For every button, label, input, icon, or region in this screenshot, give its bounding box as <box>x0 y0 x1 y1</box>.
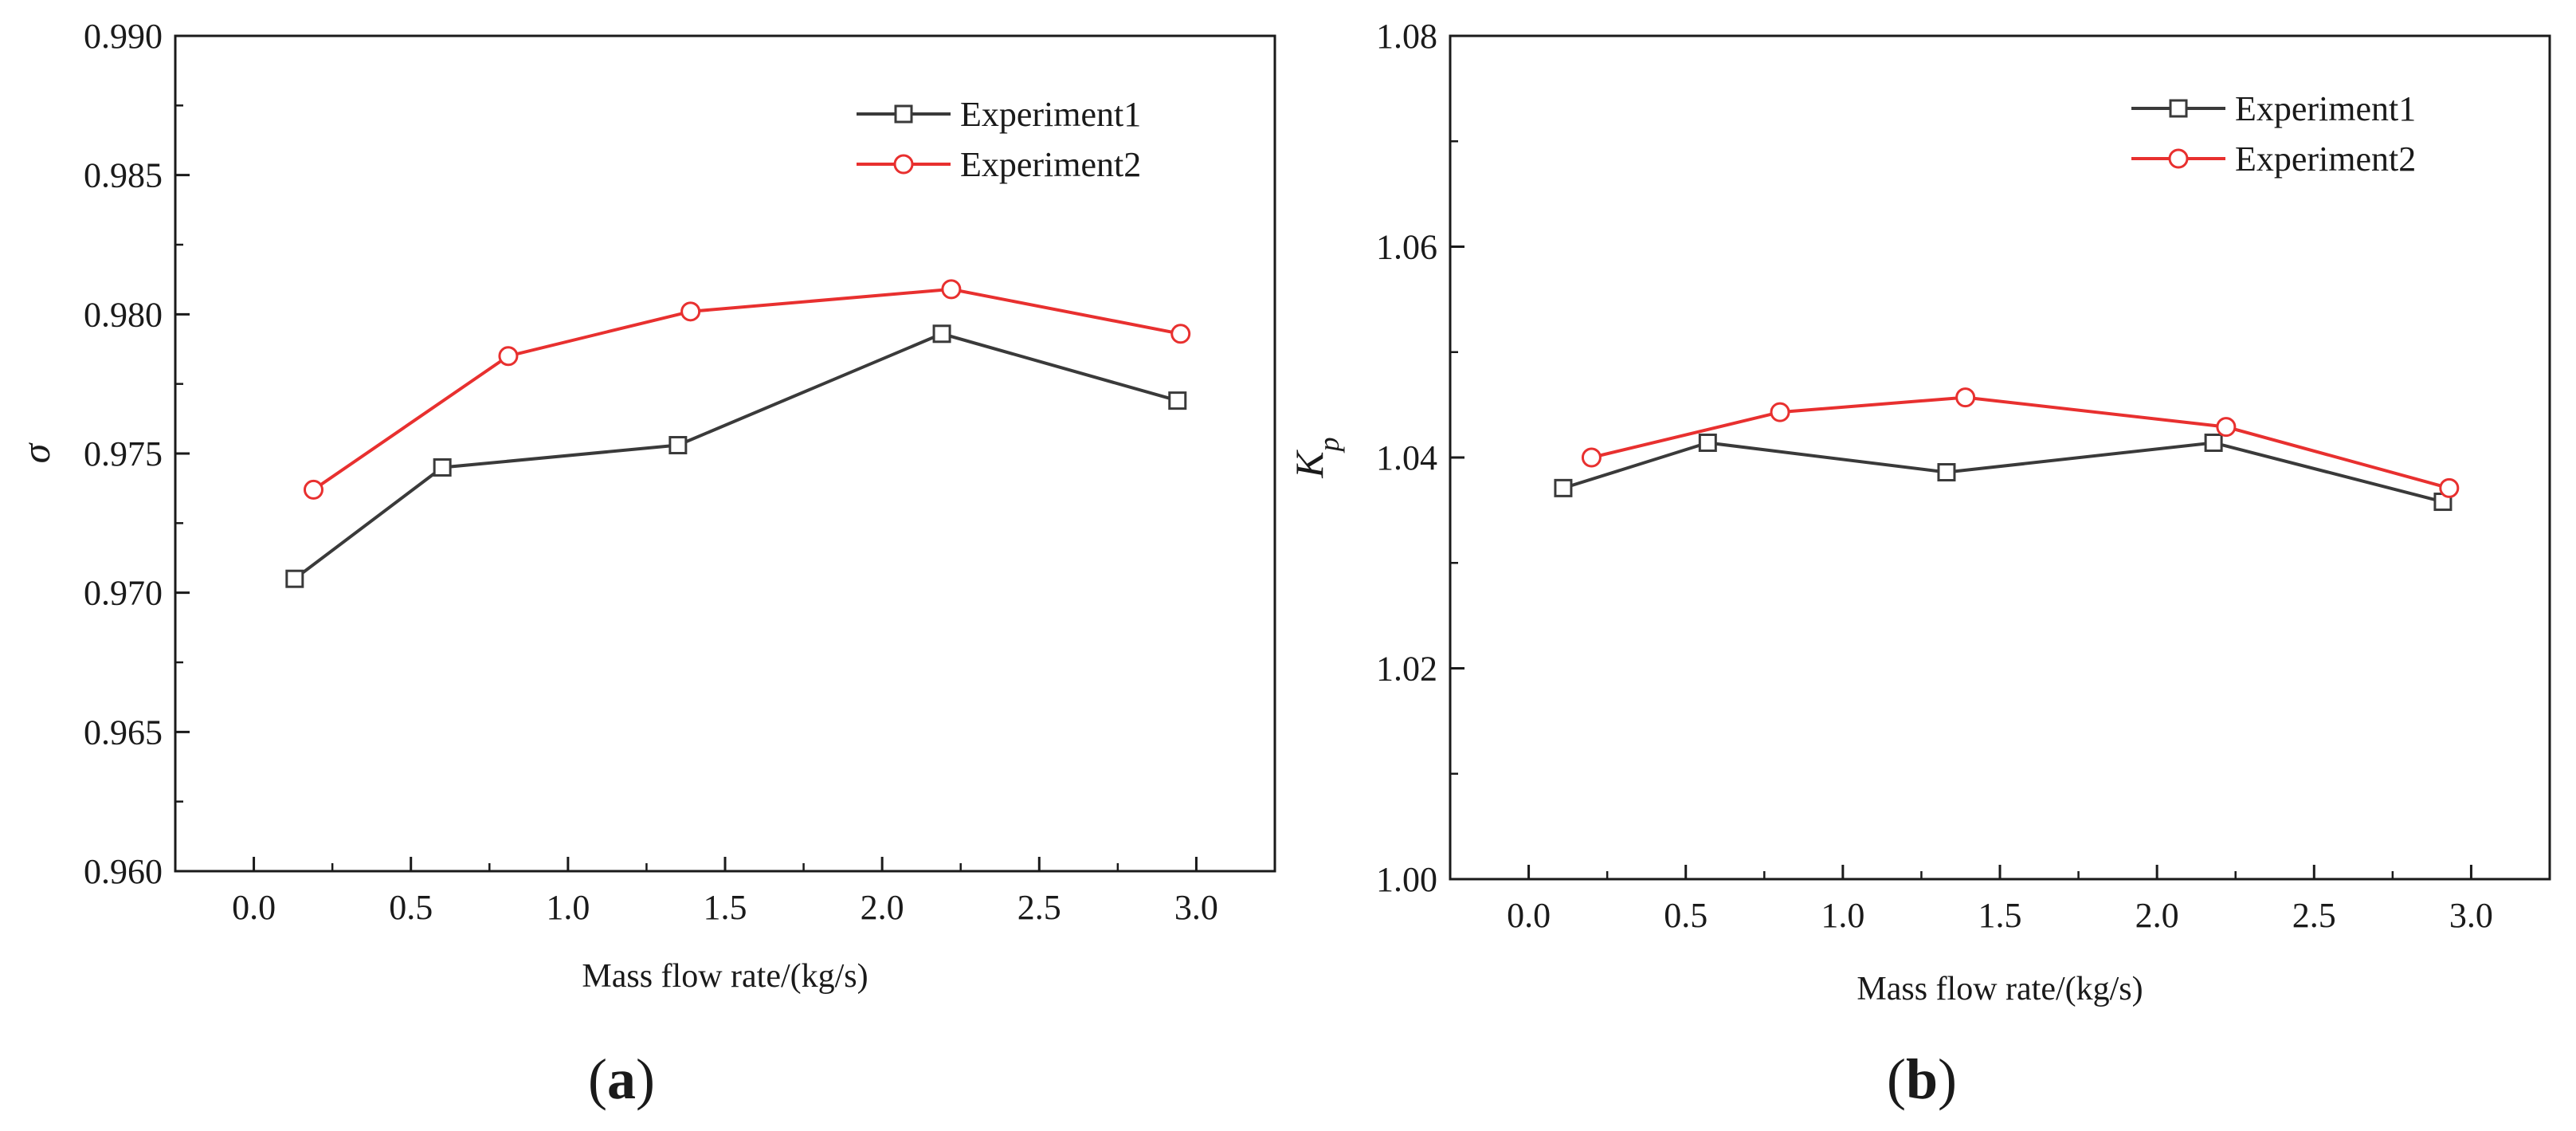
x-tick-label: 1.0 <box>1821 896 1864 935</box>
x-axis-label-a: Mass flow rate/(kg/s) <box>582 958 868 995</box>
data-point-experiment1 <box>1554 478 1573 497</box>
x-tick-label: 1.5 <box>1978 896 2022 935</box>
x-tick-label: 1.5 <box>704 888 747 927</box>
data-point-experiment2 <box>1770 402 1790 422</box>
data-point-experiment1 <box>1937 463 1956 482</box>
legend-marker-experiment2 <box>2168 148 2189 169</box>
y-axis-b: 1.00 1.02 1.04 1.06 1.08 <box>1376 17 1464 899</box>
y-tick-label: 0.975 <box>84 434 163 473</box>
y-axis-label-b: Kp <box>1287 437 1345 478</box>
x-tick-label: 3.0 <box>2449 896 2493 935</box>
x-tick-label: 3.0 <box>1174 888 1218 927</box>
x-tick-label: 2.5 <box>2292 896 2336 935</box>
x-tick-label: 0.5 <box>389 888 433 927</box>
y-tick-label: 1.00 <box>1376 860 1437 899</box>
data-point-experiment2 <box>498 346 519 367</box>
panel-label-b: (b) <box>1887 1047 1957 1111</box>
legend-label-experiment2: Experiment2 <box>2235 139 2416 179</box>
x-tick-label: 0.0 <box>1507 896 1551 935</box>
series-layer-b <box>1554 387 2460 512</box>
legend-marker-experiment1 <box>2169 99 2188 118</box>
legend-b: Experiment1 Experiment2 <box>2131 89 2416 179</box>
y-tick-label: 0.960 <box>84 852 163 891</box>
data-point-experiment2 <box>2216 417 2237 438</box>
data-point-experiment1 <box>669 436 688 455</box>
y-tick-label: 1.04 <box>1376 438 1437 477</box>
y-tick-label: 1.08 <box>1376 17 1437 56</box>
data-point-experiment2 <box>1170 324 1191 344</box>
legend-label-experiment1: Experiment1 <box>960 95 1141 134</box>
series-layer-a <box>285 279 1191 588</box>
y-tick-label: 1.02 <box>1376 650 1437 689</box>
legend-a: Experiment1 Experiment2 <box>857 95 1141 184</box>
data-point-experiment1 <box>932 324 951 344</box>
y-axis-label-main-b: K <box>1287 450 1331 479</box>
x-tick-label: 2.0 <box>861 888 904 927</box>
data-point-experiment2 <box>2439 477 2460 498</box>
y-tick-label: 0.965 <box>84 713 163 752</box>
y-tick-label: 0.980 <box>84 295 163 334</box>
data-point-experiment2 <box>1955 387 1976 408</box>
x-axis-b: 0.0 0.5 1.0 1.5 2.0 2.5 3.0 <box>1449 865 2551 935</box>
x-tick-label: 2.5 <box>1017 888 1061 927</box>
legend-label-experiment1: Experiment1 <box>2235 89 2416 128</box>
data-point-experiment2 <box>941 279 962 300</box>
legend-label-experiment2: Experiment2 <box>960 145 1141 184</box>
panel-label-b-open: ( <box>1887 1047 1906 1111</box>
y-tick-label: 0.970 <box>84 574 163 613</box>
x-tick-label: 1.0 <box>546 888 590 927</box>
panel-label-a: (a) <box>588 1047 655 1111</box>
y-axis-a: 0.960 0.965 0.970 0.975 0.980 0.985 0.990 <box>84 17 190 891</box>
panel-label-a-letter: a <box>607 1047 636 1111</box>
data-point-experiment1 <box>2204 433 2223 452</box>
data-point-experiment1 <box>1698 433 1717 452</box>
legend-marker-experiment2 <box>893 154 914 175</box>
x-axis-a: 0.0 0.5 1.0 1.5 2.0 2.5 3.0 <box>174 857 1276 927</box>
x-tick-label: 0.5 <box>1664 896 1708 935</box>
panel-label-a-close: ) <box>636 1047 655 1111</box>
data-point-experiment2 <box>1581 447 1602 468</box>
y-axis-label-sub-b: p <box>1313 437 1345 454</box>
y-tick-label: 0.985 <box>84 156 163 195</box>
y-axis-label-main-a: σ <box>14 442 58 463</box>
data-point-experiment1 <box>285 569 304 588</box>
legend-marker-experiment1 <box>894 104 913 124</box>
data-point-experiment2 <box>680 301 701 322</box>
panel-label-a-open: ( <box>588 1047 607 1111</box>
data-point-experiment1 <box>433 458 452 477</box>
x-tick-label: 2.0 <box>2135 896 2179 935</box>
y-tick-label: 1.06 <box>1376 228 1437 267</box>
panel-label-b-letter: b <box>1906 1047 1938 1111</box>
data-point-experiment1 <box>1168 391 1187 410</box>
data-point-experiment2 <box>303 479 323 500</box>
y-tick-label: 0.990 <box>84 17 163 56</box>
panel-label-b-close: ) <box>1938 1047 1957 1111</box>
y-axis-label-a: σ <box>14 442 58 463</box>
x-axis-label-b: Mass flow rate/(kg/s) <box>1857 971 2143 1007</box>
x-tick-label: 0.0 <box>232 888 276 927</box>
chart-panel-b: 1.00 1.02 1.04 1.06 1.08 0.0 0.5 1.0 1.5 2.0 2.5 3… <box>1287 17 2551 1111</box>
